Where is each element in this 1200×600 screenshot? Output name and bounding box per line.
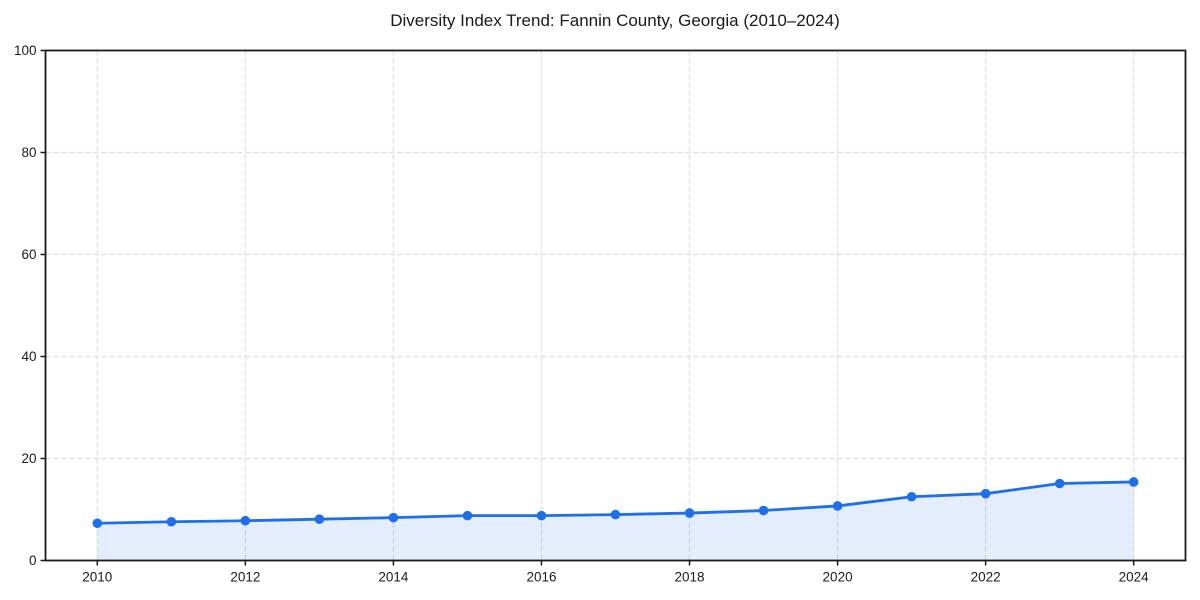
data-point <box>980 488 991 499</box>
y-tick-label: 20 <box>21 451 36 466</box>
data-point <box>92 518 103 529</box>
x-tick-label: 2022 <box>971 570 1001 585</box>
x-tick-label: 2016 <box>526 570 556 585</box>
data-point <box>906 491 917 502</box>
x-tick-label: 2014 <box>378 570 409 585</box>
x-tick-label: 2018 <box>675 570 705 585</box>
x-tick-label: 2010 <box>82 570 112 585</box>
y-tick-label: 80 <box>21 145 36 160</box>
y-tick-label: 60 <box>21 247 36 262</box>
y-tick-label: 100 <box>14 43 37 58</box>
data-point <box>1128 477 1139 487</box>
data-point <box>684 508 695 518</box>
data-point <box>314 514 325 524</box>
chart-title: Diversity Index Trend: Fannin County, Ge… <box>390 11 840 30</box>
x-tick-label: 2020 <box>823 570 853 585</box>
x-tick-label: 2012 <box>230 570 260 585</box>
data-point <box>1054 478 1065 489</box>
data-point <box>462 510 473 521</box>
data-point <box>240 515 251 526</box>
x-tick-label: 2024 <box>1119 570 1150 585</box>
data-point <box>166 516 177 527</box>
y-tick-label: 0 <box>29 553 37 568</box>
plot-border <box>44 49 1187 562</box>
data-point <box>536 510 547 521</box>
y-tick-label: 40 <box>21 349 36 364</box>
data-point <box>388 512 399 523</box>
data-point <box>758 505 769 516</box>
data-point <box>610 509 621 520</box>
data-point <box>832 501 843 511</box>
